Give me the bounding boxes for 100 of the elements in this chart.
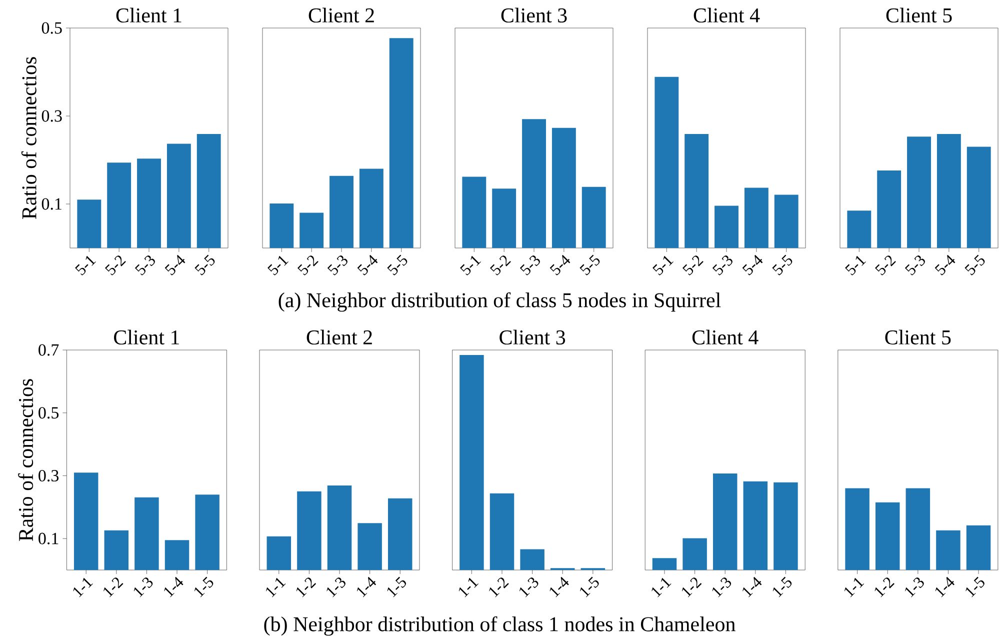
x-tick-label: 5-2	[104, 256, 126, 276]
bar	[297, 491, 322, 570]
x-tick-label: 1-3	[905, 578, 924, 598]
bar	[845, 488, 870, 570]
bar	[266, 536, 292, 570]
x-tick-label: 1-1	[844, 578, 864, 598]
x-tick-label: 1-2	[104, 578, 124, 598]
x-tick-label: 5-2	[297, 256, 318, 276]
bar	[552, 128, 576, 248]
x-tick-label: 1-1	[652, 578, 672, 598]
y-tick-label: 0.3	[38, 470, 59, 482]
bar	[492, 188, 516, 248]
x-tick-label: 5-3	[904, 255, 925, 276]
bar	[936, 134, 961, 248]
bar	[520, 549, 544, 570]
x-tick-label: 1-5	[966, 576, 984, 598]
bar	[847, 210, 872, 248]
x-tick-label: 1-4	[935, 576, 954, 598]
x-tick-label: 5-5	[772, 254, 792, 276]
y-axis-title: Ratio of connectios	[21, 57, 36, 220]
bar	[652, 558, 677, 570]
x-tick-label: 5-3	[327, 255, 348, 276]
bar	[654, 76, 679, 248]
y-tick-label: 0.1	[42, 198, 62, 210]
x-tick-label: 5-1	[460, 256, 481, 276]
x-tick-label: 5-4	[742, 254, 763, 276]
text: (a) Neighbor distribution of class 5 nodes in Squirrel	[278, 292, 721, 312]
bar	[195, 494, 220, 570]
bar	[714, 206, 738, 248]
bar	[74, 472, 98, 570]
x-tick-label: 1-3	[134, 578, 153, 598]
x-tick-label: 5-5	[194, 254, 215, 276]
text: (b) Neighbor distribution of class 1 nodes in Chameleon	[264, 616, 736, 636]
bar	[164, 540, 190, 570]
x-tick-label: 1-3	[519, 578, 538, 598]
bar	[966, 525, 991, 570]
y-tick-label: 0.7	[38, 344, 59, 356]
bar	[906, 488, 930, 570]
x-tick-label: 1-4	[356, 576, 376, 598]
chart-title: Client 4	[694, 8, 760, 22]
x-tick-label: 1-1	[458, 578, 478, 598]
bar	[107, 162, 132, 248]
bar	[875, 502, 900, 570]
chart-title: Client 2	[306, 330, 372, 345]
x-tick-label: 5-3	[712, 255, 732, 276]
bar	[684, 134, 709, 248]
bar	[774, 482, 798, 570]
x-tick-label: 1-2	[682, 578, 702, 598]
x-tick-label: 1-1	[73, 578, 93, 598]
bar	[270, 204, 294, 248]
bar	[359, 168, 384, 248]
x-tick-label: 5-4	[550, 254, 570, 276]
bar	[300, 212, 324, 248]
x-tick-label: 5-5	[580, 254, 600, 276]
y-tick-label: 0.5	[38, 407, 59, 419]
bar	[196, 134, 221, 248]
bar	[907, 136, 931, 248]
x-tick-label: 5-4	[357, 254, 378, 276]
y-tick-label: 0.1	[38, 532, 58, 544]
bar	[582, 186, 606, 248]
bar	[389, 38, 414, 248]
bar	[522, 119, 546, 248]
x-tick-label: 5-1	[845, 256, 866, 276]
x-tick-label: 5-1	[268, 256, 288, 276]
chart-title: Client 2	[308, 8, 374, 22]
bar	[388, 498, 412, 570]
x-tick-label: 5-4	[934, 254, 956, 276]
bar	[966, 146, 991, 248]
x-tick-label: 1-2	[296, 578, 316, 598]
x-tick-label: 5-5	[387, 254, 408, 276]
x-tick-label: 5-5	[964, 254, 985, 276]
bar	[682, 538, 707, 570]
x-tick-label: 1-2	[489, 578, 509, 598]
x-tick-label: 1-3	[326, 578, 346, 598]
chart-title: Client 3	[501, 8, 567, 22]
x-tick-label: 5-3	[134, 255, 155, 276]
bar	[712, 474, 738, 570]
y-tick-label: 0.5	[42, 22, 62, 34]
bar	[104, 530, 129, 570]
x-tick-label: 5-2	[875, 256, 896, 276]
chart-title: Client 1	[114, 330, 179, 345]
x-tick-label: 5-4	[164, 254, 186, 276]
chart-title: Client 4	[692, 330, 758, 345]
x-tick-label: 1-5	[387, 576, 406, 598]
chart-title: Client 5	[885, 330, 951, 345]
chart-title: Client 5	[886, 8, 952, 22]
bar	[77, 200, 102, 248]
bar	[134, 497, 159, 570]
x-tick-label: 1-5	[772, 576, 792, 598]
x-tick-label: 1-2	[874, 578, 894, 598]
x-tick-label: 1-3	[712, 578, 732, 598]
x-tick-label: 5-3	[520, 255, 540, 276]
x-tick-label: 5-1	[652, 256, 674, 276]
bar	[774, 194, 798, 248]
bar	[743, 481, 768, 570]
x-tick-label: 5-2	[490, 256, 511, 276]
x-tick-label: 1-5	[194, 576, 214, 598]
bar	[166, 144, 191, 248]
bar	[460, 355, 484, 570]
x-tick-label: 5-2	[682, 256, 704, 276]
